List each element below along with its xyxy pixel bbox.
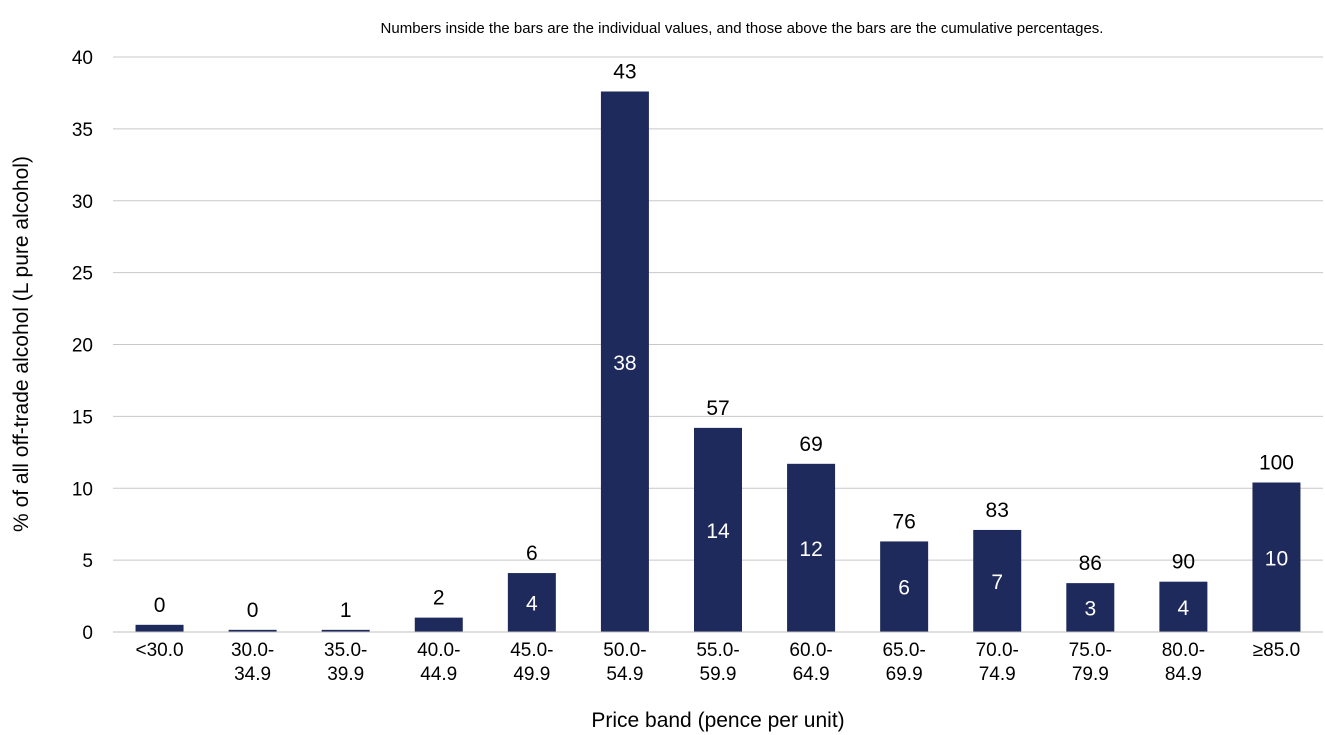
bar: [1252, 482, 1301, 632]
x-tick-label: 64.9: [793, 664, 830, 685]
x-tick-label: 45.0-: [510, 640, 553, 661]
x-tick-label: 59.9: [700, 664, 737, 685]
y-tick-label: 0: [82, 623, 93, 644]
x-tick-label: 55.0-: [696, 640, 739, 661]
gridlines: [113, 56, 1323, 561]
y-tick-label: 20: [72, 336, 93, 357]
bar: [1159, 581, 1208, 632]
x-tick-label: 75.0-: [1069, 640, 1112, 661]
x-tick-label: 39.9: [327, 664, 364, 685]
bar: [694, 427, 742, 632]
x-tick-label: 65.0-: [882, 640, 925, 661]
bar: [414, 617, 463, 632]
x-tick-label: 54.9: [606, 664, 643, 685]
x-tick-label: 44.9: [420, 664, 457, 685]
y-tick-label: 35: [72, 120, 93, 141]
bar: [880, 541, 929, 632]
x-tick-label: 79.9: [1072, 664, 1109, 685]
cumulative-label: 83: [986, 499, 1009, 522]
x-tick-labels: <30.0 30.0- 34.9 35.0- 39.9 40.0- 44.9 45.0- 49.…: [135, 640, 1300, 685]
x-tick-label: <30.0: [135, 640, 183, 661]
x-tick-label: ≥85.0: [1253, 640, 1300, 661]
cumulative-label: 0: [154, 594, 166, 617]
cumulative-label: 0: [247, 599, 259, 622]
y-tick-label: 30: [72, 192, 93, 213]
cumulative-label: 1: [340, 599, 352, 622]
x-tick-label: 84.9: [1165, 664, 1202, 685]
x-tick-label: 50.0-: [603, 640, 646, 661]
cumulative-label: 2: [433, 587, 445, 610]
x-tick-label: 35.0-: [324, 640, 367, 661]
x-tick-label: 70.0-: [976, 640, 1019, 661]
cumulative-label: 86: [1079, 552, 1102, 575]
x-tick-label: 69.9: [886, 664, 923, 685]
value-label: 14: [706, 520, 730, 543]
value-label: 7: [991, 571, 1003, 594]
cumulative-label: 76: [892, 510, 915, 533]
bar: [787, 463, 836, 632]
x-tick-label: 34.9: [234, 664, 271, 685]
value-label: 3: [1084, 598, 1096, 621]
x-tick-label: 74.9: [979, 664, 1016, 685]
bar: [135, 624, 184, 632]
cumulative-label: 100: [1259, 452, 1294, 475]
bar: [507, 573, 556, 632]
y-tick-label: 5: [82, 551, 93, 572]
bar: [321, 629, 370, 632]
bar: [973, 529, 1022, 632]
y-tick-label: 15: [72, 407, 93, 428]
y-axis-title: % of all off-trade alcohol (L pure alcoh…: [10, 156, 33, 532]
chart-note: Numbers inside the bars are the individu…: [381, 20, 1104, 37]
y-tick-label: 40: [72, 48, 93, 69]
bar: [228, 629, 277, 632]
cumulative-label: 43: [613, 61, 636, 84]
x-tick-label: 60.0-: [789, 640, 832, 661]
value-label: 4: [526, 593, 538, 616]
x-axis-title: Price band (pence per unit): [591, 709, 844, 732]
value-label: 6: [898, 577, 910, 600]
y-tick-labels: 0 5 10 15 20 25 30 35 40: [72, 48, 93, 644]
x-tick-label: 49.9: [513, 664, 550, 685]
cumulative-label: 6: [526, 542, 538, 565]
y-tick-label: 10: [72, 479, 93, 500]
bar: [1066, 583, 1115, 632]
y-tick-label: 25: [72, 264, 93, 285]
cumulative-label: 57: [706, 397, 729, 420]
value-label: 4: [1178, 597, 1190, 620]
value-label: 10: [1265, 547, 1288, 570]
value-label: 12: [799, 538, 822, 561]
cumulative-label: 90: [1172, 551, 1195, 574]
bars: [135, 91, 1301, 632]
x-tick-label: 40.0-: [417, 640, 460, 661]
x-tick-label: 30.0-: [231, 640, 274, 661]
bar: [600, 91, 649, 632]
cumulative-label: 69: [799, 433, 822, 456]
value-label: 38: [613, 352, 636, 375]
x-tick-label: 80.0-: [1162, 640, 1205, 661]
